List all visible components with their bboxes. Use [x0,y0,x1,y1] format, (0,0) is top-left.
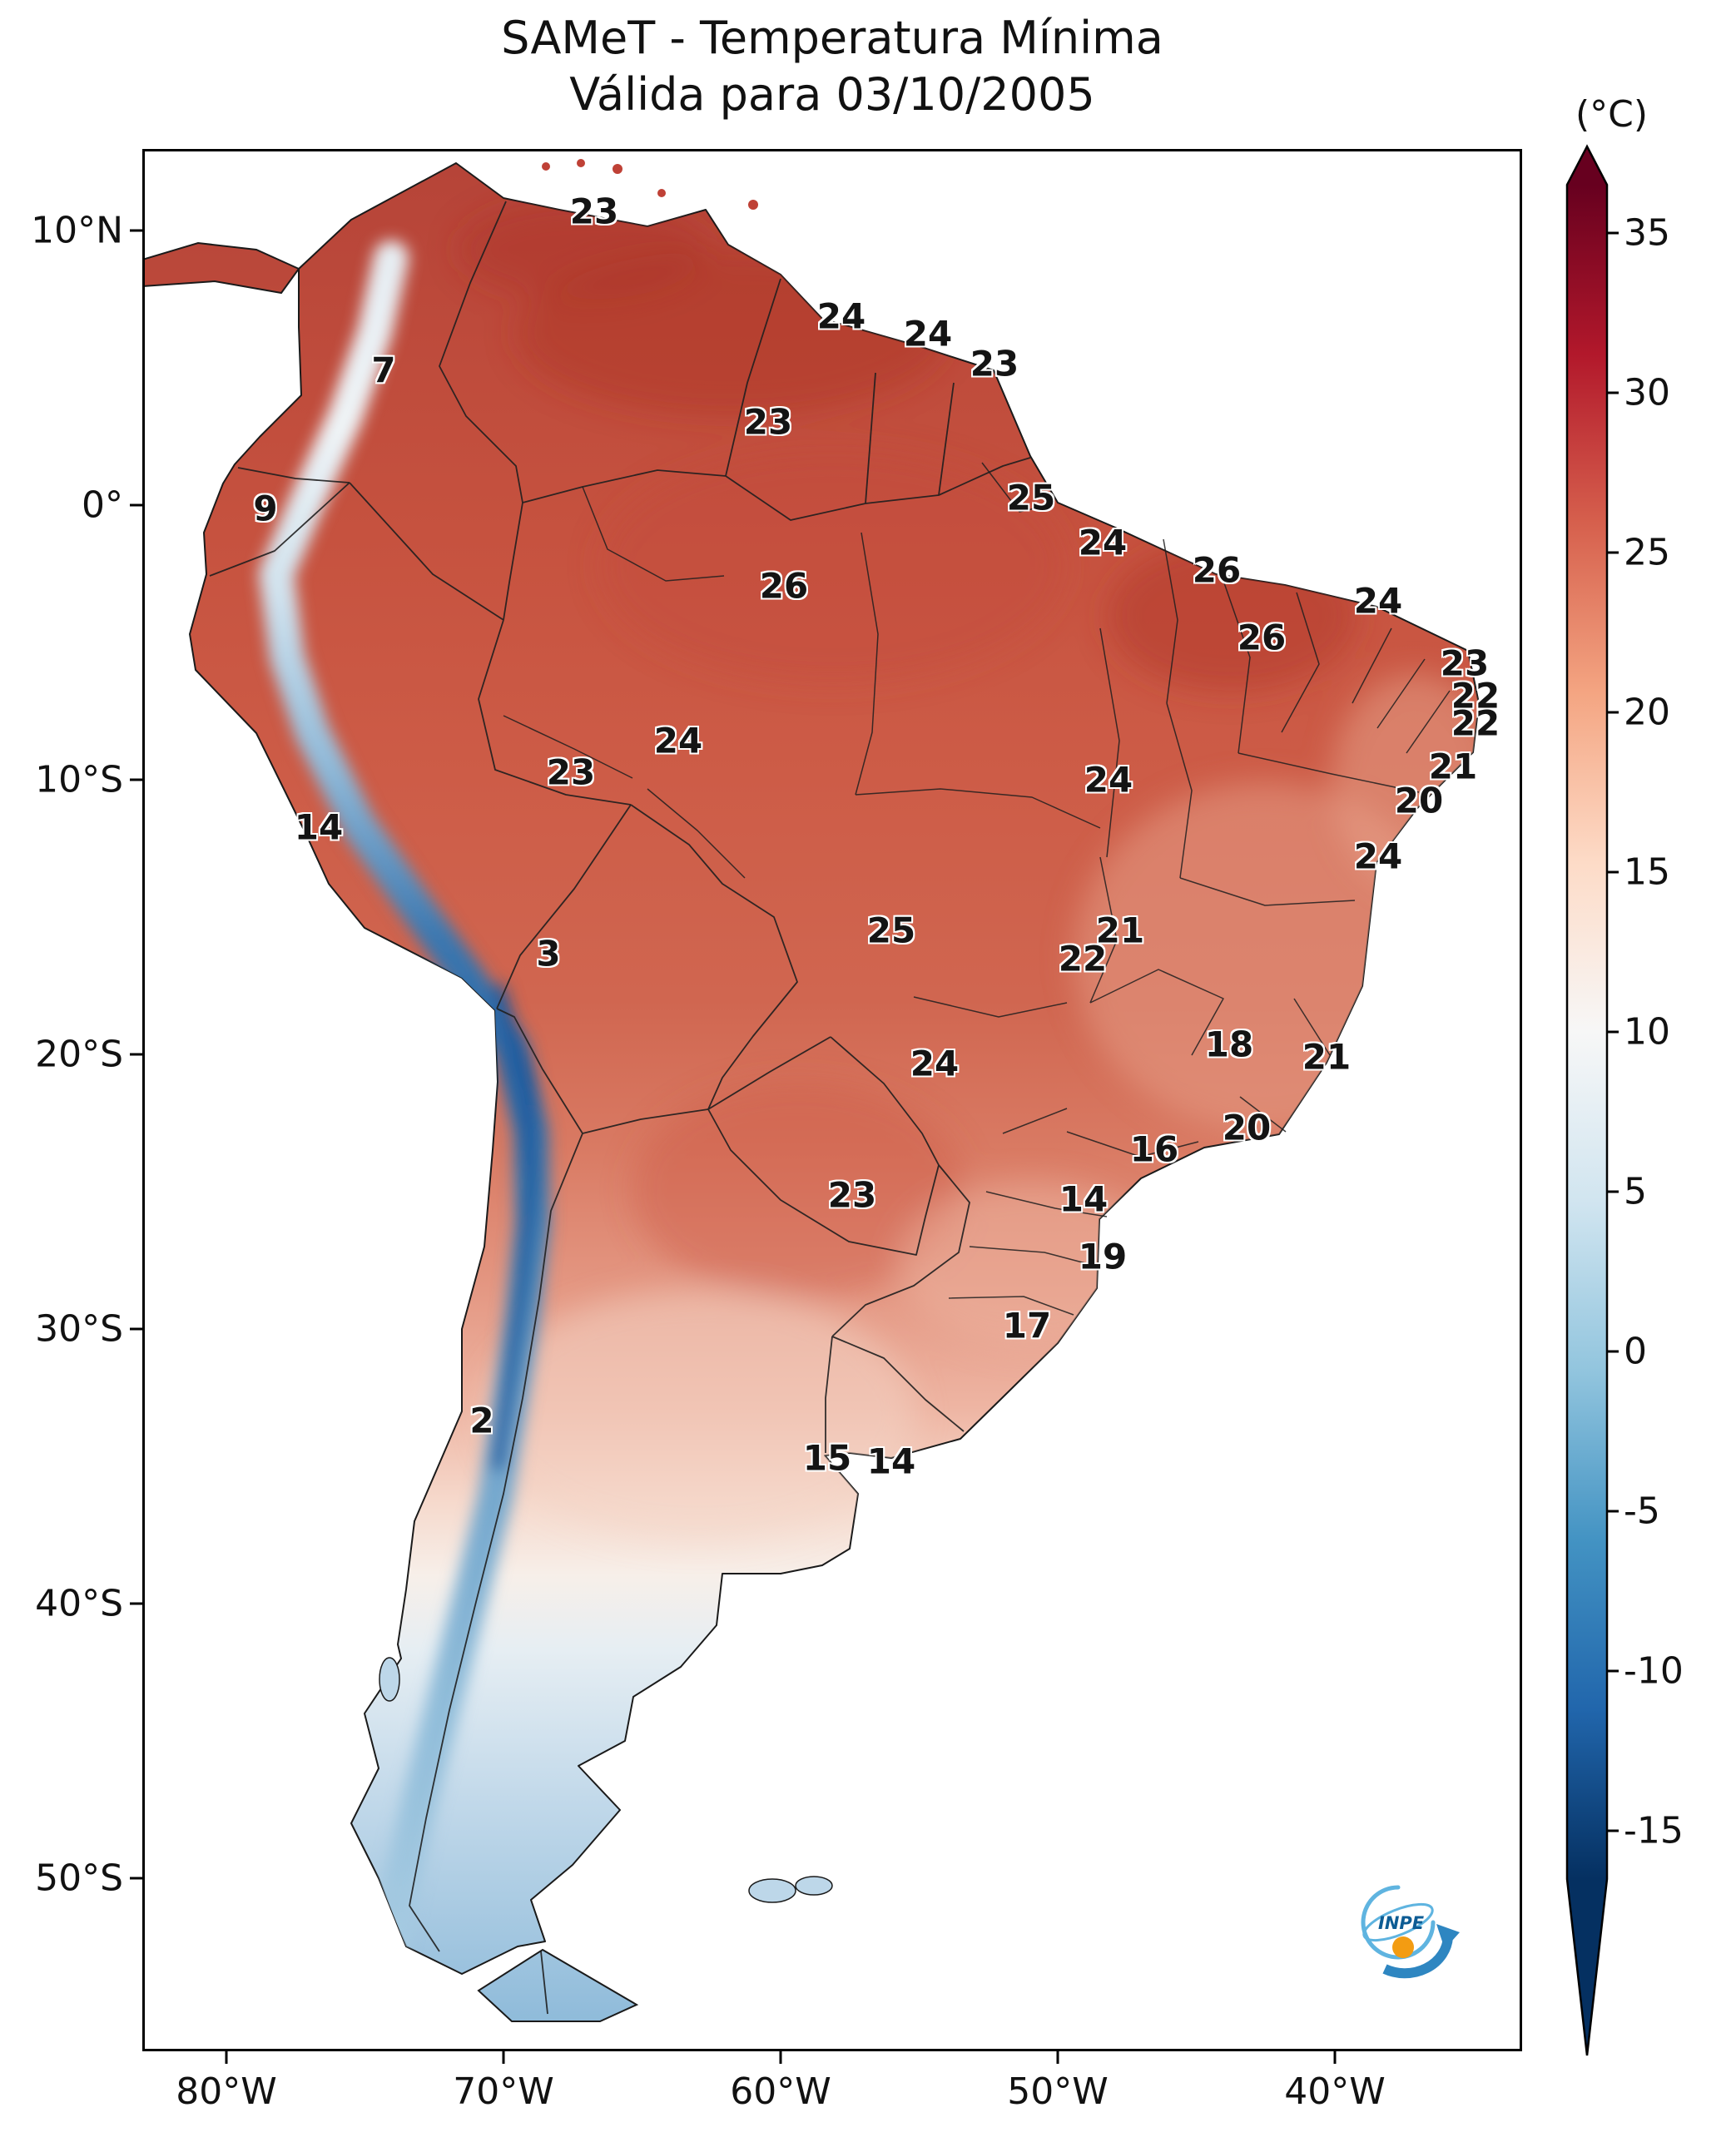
colorbar-tick-mark [1607,870,1619,874]
colorbar-tick-mark [1607,1510,1619,1513]
colorbar-tick-mark [1607,391,1619,394]
colorbar-outline [1565,144,1609,2056]
longitude-tick-label: 60°W [730,2070,831,2113]
colorbar-tick-mark [1607,1669,1619,1673]
inpe-logo-text: INPE [1378,1913,1425,1933]
colorbar-tick-label: -5 [1624,1490,1660,1533]
longitude-tick-label: 70°W [453,2070,554,2113]
longitude-tick-mark [1056,2051,1059,2064]
colorbar-tick-mark [1607,1350,1619,1353]
latitude-tick-label: 10°S [35,758,123,801]
southern-islands [379,1657,833,1903]
colorbar-tick-mark [1607,1829,1619,1832]
caribbean-islands [542,159,758,210]
colorbar-gradient-bar [1567,185,1607,1879]
latitude-tick-label: 50°S [35,1857,123,1900]
colorbar-tick-mark [1607,551,1619,554]
inpe-globe-icon [1361,1885,1436,1960]
panama-landmass [142,241,300,295]
country-borders [209,201,1031,2015]
longitude-tick-label: 40°W [1284,2070,1386,2113]
latitude-tick-mark [130,1053,142,1056]
longitude-tick-mark [225,2051,228,2064]
colorbar-tick-label: 30 [1624,371,1670,414]
latitude-tick-label: 10°N [31,209,123,252]
latitude-tick-label: 30°S [35,1307,123,1351]
andes-cold-band [259,240,550,1973]
inpe-orbit-icon [1362,1902,1434,1942]
colorbar-tick-label: -15 [1624,1809,1684,1852]
latitude-tick-mark [130,1877,142,1880]
colorbar-tick-label: 35 [1624,211,1670,255]
latitude-tick-mark [130,1602,142,1605]
latitude-tick-mark [130,503,142,507]
colorbar-tick-label: 15 [1624,850,1670,894]
colorbar-tick-label: 10 [1624,1010,1670,1054]
chart-subtitle: Válida para 03/10/2005 [569,68,1095,121]
latitude-tick-mark [130,1327,142,1331]
colorbar-extend-bottom [1567,1879,1607,2055]
colorbar-tick-mark [1607,1030,1619,1034]
inpe-orange-dot-icon [1392,1936,1414,1958]
colorbar-tick-label: 25 [1624,531,1670,574]
colorbar-unit-label: (°C) [1575,93,1649,136]
inpe-logo: INPE [1361,1885,1460,1979]
colorbar-tick-label: 5 [1624,1170,1647,1213]
longitude-tick-label: 80°W [176,2070,277,2113]
longitude-tick-mark [1333,2051,1337,2064]
temperature-shading-patches [458,200,1479,1540]
longitude-tick-label: 50°W [1007,2070,1109,2113]
colorbar-tick-label: 0 [1624,1330,1647,1373]
colorbar-tick-label: 20 [1624,691,1670,734]
colorbar-tick-mark [1607,711,1619,714]
chart-title: SAMeT - Temperatura Mínima [501,12,1163,64]
map-canvas [142,159,1480,2022]
latitude-tick-mark [130,229,142,232]
longitude-tick-mark [779,2051,782,2064]
state-borders [503,462,1451,1316]
latitude-tick-label: 0° [82,483,123,527]
tierra-del-fuego-island [477,1948,639,2022]
inpe-arrowhead-icon [1436,1924,1460,1949]
latitude-tick-label: 20°S [35,1033,123,1076]
colorbar-tick-mark [1607,1190,1619,1193]
latitude-tick-label: 40°S [35,1582,123,1625]
colorbar-extend-top [1567,146,1607,185]
colorbar-tick-label: -10 [1624,1649,1684,1693]
colorbar-tick-mark [1607,231,1619,235]
longitude-tick-mark [502,2051,505,2064]
latitude-tick-mark [130,778,142,781]
